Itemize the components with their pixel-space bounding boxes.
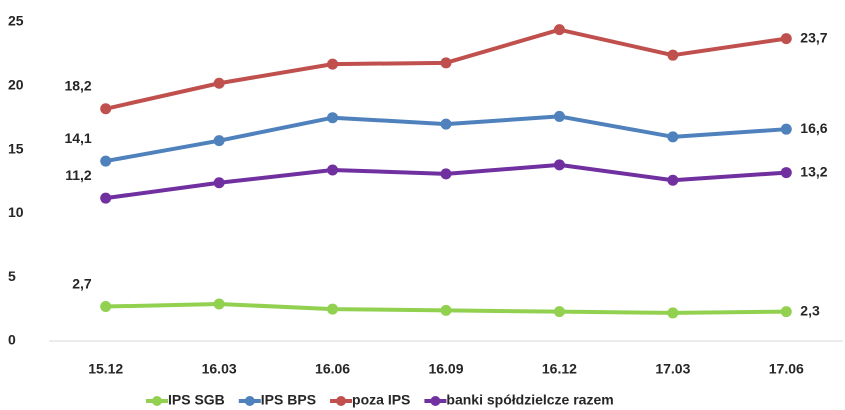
legend-item: IPS SGB bbox=[146, 392, 225, 408]
legend-marker bbox=[336, 396, 347, 406]
data-point bbox=[440, 118, 452, 130]
data-label: 18,2 bbox=[64, 77, 91, 93]
x-tick-label: 15.12 bbox=[88, 361, 123, 377]
y-tick-label: 5 bbox=[8, 268, 16, 284]
y-tick-label: 15 bbox=[8, 140, 24, 156]
data-point bbox=[780, 167, 792, 179]
data-label: 14,1 bbox=[64, 130, 91, 146]
data-point bbox=[780, 306, 792, 318]
data-point bbox=[667, 49, 679, 61]
x-tick-label: 17.03 bbox=[655, 361, 690, 377]
data-point bbox=[440, 57, 452, 69]
y-tick-label: 25 bbox=[8, 13, 24, 29]
legend-item: poza IPS bbox=[330, 392, 410, 408]
y-tick-label: 0 bbox=[8, 332, 16, 348]
data-label: 2,7 bbox=[72, 275, 92, 291]
series-line bbox=[105, 27, 787, 111]
data-point bbox=[780, 123, 792, 135]
data-point bbox=[213, 298, 225, 310]
data-point bbox=[553, 159, 565, 171]
data-point bbox=[100, 301, 112, 313]
data-point bbox=[100, 103, 112, 115]
data-point bbox=[327, 164, 339, 176]
legend-item: IPS BPS bbox=[238, 392, 316, 408]
legend-label: IPS SGB bbox=[168, 392, 225, 408]
data-label: 2,3 bbox=[800, 302, 820, 318]
data-label: 11,2 bbox=[65, 167, 92, 183]
data-label: 23,7 bbox=[800, 29, 827, 45]
legend-label: IPS BPS bbox=[261, 392, 316, 408]
legend-marker bbox=[244, 396, 255, 406]
data-point bbox=[327, 58, 339, 70]
data-point bbox=[667, 174, 679, 186]
x-tick-label: 16.03 bbox=[202, 361, 237, 377]
data-point bbox=[780, 33, 792, 45]
data-label: 16,6 bbox=[800, 120, 827, 136]
data-point bbox=[553, 24, 565, 36]
legend-marker bbox=[430, 396, 441, 406]
data-point bbox=[440, 304, 452, 316]
data-point bbox=[213, 135, 225, 147]
data-point bbox=[667, 131, 679, 143]
legend-label: poza IPS bbox=[352, 392, 410, 408]
legend-item: banki spółdzielcze razem bbox=[424, 392, 614, 408]
y-tick-label: 20 bbox=[8, 77, 24, 93]
x-tick-label: 16.06 bbox=[315, 361, 350, 377]
data-point bbox=[100, 155, 112, 167]
data-point bbox=[553, 110, 565, 122]
data-point bbox=[213, 177, 225, 189]
legend-marker bbox=[152, 396, 162, 406]
data-point bbox=[213, 77, 225, 89]
x-tick-label: 16.09 bbox=[428, 361, 463, 377]
data-point bbox=[100, 192, 112, 204]
x-tick-label: 16.12 bbox=[542, 361, 577, 377]
data-point bbox=[327, 303, 339, 315]
data-point bbox=[553, 306, 565, 318]
data-point bbox=[667, 307, 679, 319]
y-tick-label: 10 bbox=[8, 204, 24, 220]
legend-label: banki spółdzielcze razem bbox=[446, 392, 613, 408]
data-point bbox=[327, 112, 339, 124]
data-point bbox=[440, 168, 452, 180]
x-tick-label: 17.06 bbox=[769, 361, 804, 377]
data-label: 13,2 bbox=[800, 163, 827, 179]
